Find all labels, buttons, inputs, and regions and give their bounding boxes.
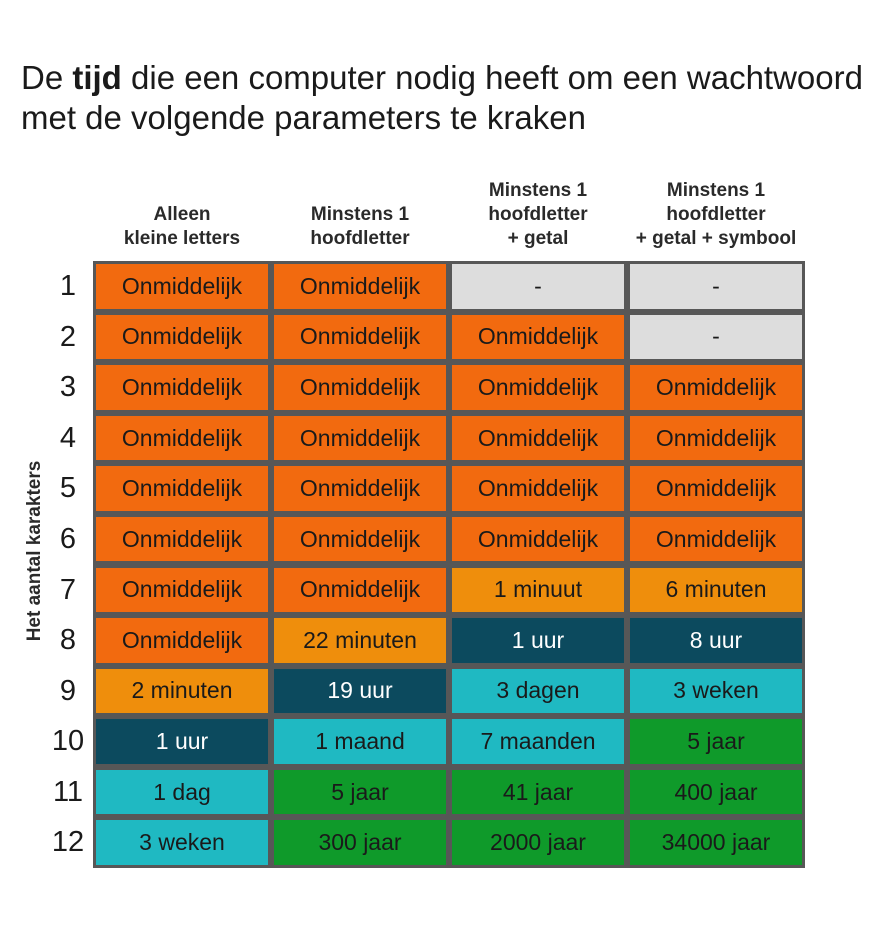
row-label: 7 [59,573,77,606]
table-cell: 3 dagen [452,668,624,714]
table-cell: 3 weken [630,668,802,714]
table-cell: Onmiddelijk [274,516,446,562]
table-cell: 8 uur [630,618,802,663]
table-cell: Onmiddelijk [452,466,624,511]
table-cell: Onmiddelijk [96,314,268,360]
table-cell: 2 minuten [96,668,268,714]
row-label: 2 [59,320,77,353]
table-cell: Onmiddelijk [452,415,624,461]
table-cell: Onmiddelijk [452,314,624,360]
row-label: 6 [59,522,77,555]
table-cell: 41 jaar [452,769,624,815]
table-cell: Onmiddelijk [96,264,268,309]
row-label: 1 [59,270,77,302]
title-before: De [21,59,73,96]
table-cell: Onmiddelijk [274,567,446,613]
table-cell: 3 weken [96,820,268,865]
table-cell: 1 uur [96,719,268,764]
table-cell: Onmiddelijk [630,516,802,562]
column-header-line: hoofdletter [310,228,410,249]
y-axis-label: Het aantal karakters [24,460,45,642]
column-headers: Alleen kleine letters Minstens 1 hoofdlette… [0,0,893,257]
table-cell: Onmiddelijk [274,415,446,461]
page-title: De tijd die een computer nodig heeft om … [21,58,881,138]
table-cell: Onmiddelijk [274,466,446,511]
row-label: 5 [59,472,77,505]
row-label: 11 [52,775,84,808]
column-header-line: + getal + symbool [635,228,797,249]
table-cell: Onmiddelijk [630,415,802,461]
row-label: 8 [59,624,77,657]
table-cell: Onmiddelijk [96,365,268,410]
column-header-line: Alleen [153,204,211,225]
table-cell: 1 minuut [452,567,624,613]
column-header-line: Minstens 1 [310,204,410,225]
table-cell: Onmiddelijk [452,516,624,562]
table-cell: 22 minuten [274,618,446,663]
table-cell: 1 maand [274,719,446,764]
title-after: die een computer nodig heeft om een wach… [21,59,863,136]
table-cell: Onmiddelijk [274,314,446,360]
column-header: Alleen kleine letters [93,203,271,251]
table-cell: - [630,264,802,309]
column-header-line: + getal [507,228,569,249]
table-cell: 6 minuten [630,567,802,613]
table-cell: 300 jaar [274,820,446,865]
row-label: 12 [51,826,85,859]
column-header: Minstens 1 hoofdletter + getal + symbool [627,179,805,251]
table-cell: 7 maanden [452,719,624,764]
table-cell: 400 jaar [630,769,802,815]
column-header-line: hoofdletter [488,204,588,225]
row-label: 4 [59,421,77,454]
table-cell: Onmiddelijk [274,264,446,309]
column-header-line: kleine letters [123,228,241,249]
table-cell: 19 uur [274,668,446,714]
table-cell: Onmiddelijk [452,365,624,410]
table-cell: 1 uur [452,618,624,663]
table-cell: - [452,264,624,309]
row-label: 3 [59,371,77,404]
table-cell: Onmiddelijk [630,365,802,410]
table-cell: 5 jaar [630,719,802,764]
table-cell: Onmiddelijk [96,466,268,511]
row-label: 9 [59,674,77,707]
column-header: Minstens 1 hoofdletter + getal [449,179,627,251]
table-cell: Onmiddelijk [96,618,268,663]
title-bold-word: tijd [72,59,122,96]
table-cell: Onmiddelijk [96,415,268,461]
column-header-line: hoofdletter [666,204,766,225]
table-cell: 34000 jaar [630,820,802,865]
row-label: 10 [51,725,85,758]
table-cell: Onmiddelijk [274,365,446,410]
crack-time-table: Onmiddelijk Onmiddelijk - - Onmiddelijk Onmid… [93,261,805,868]
table-cell: Onmiddelijk [96,567,268,613]
column-header-line: Minstens 1 [666,180,766,201]
column-header-line: Minstens 1 [488,180,588,201]
table-cell: Onmiddelijk [630,466,802,511]
table-cell: 5 jaar [274,769,446,815]
table-cell: Onmiddelijk [96,516,268,562]
column-header: Minstens 1 hoofdletter [271,203,449,251]
table-cell: 2000 jaar [452,820,624,865]
table-cell: - [630,314,802,360]
table-cell: 1 dag [96,769,268,815]
